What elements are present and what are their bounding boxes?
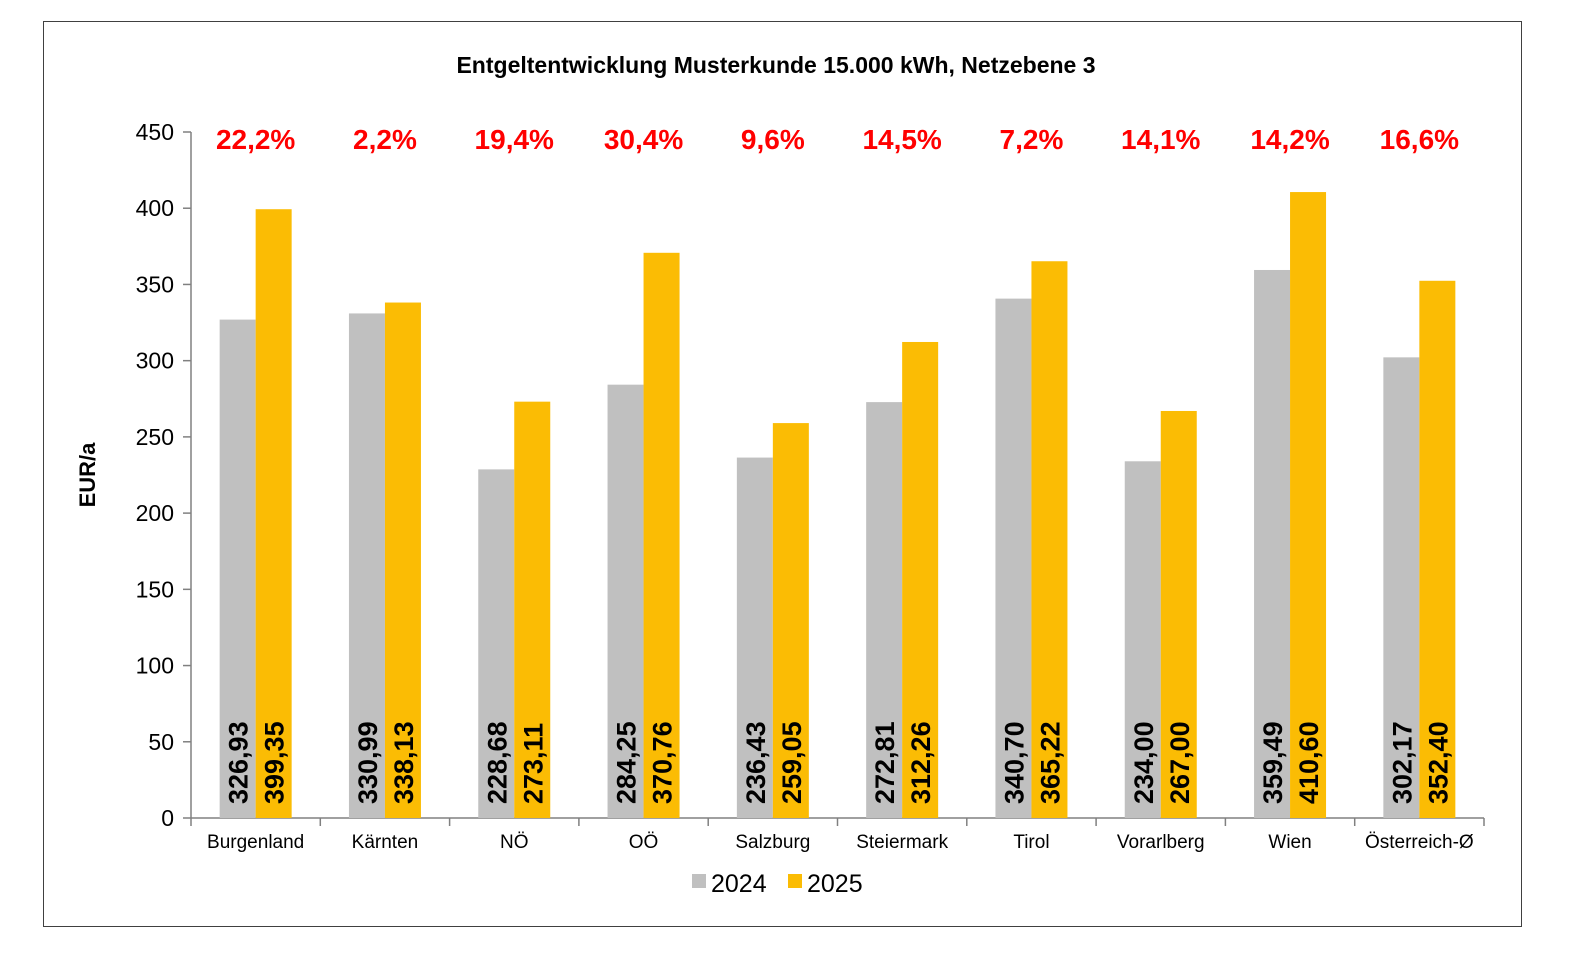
value-label-2024: 272,81 xyxy=(870,721,900,804)
value-label-2024: 330,99 xyxy=(353,721,383,804)
change-percentage-label: 19,4% xyxy=(475,124,554,155)
value-label-2025: 370,76 xyxy=(648,721,678,804)
bar-2024-1 xyxy=(348,313,385,818)
x-category-label: Tirol xyxy=(1013,832,1049,853)
x-category-label: Steiermark xyxy=(856,832,948,853)
y-tick-label: 200 xyxy=(136,500,174,526)
bar-chart: Entgeltentwicklung Musterkunde 15.000 kW… xyxy=(75,52,1485,898)
value-label-2025: 312,26 xyxy=(906,721,936,804)
legend-label-2025: 2025 xyxy=(807,870,863,898)
value-label-2025: 273,11 xyxy=(518,723,548,804)
bar-2025-8 xyxy=(1290,192,1327,818)
bar-2024-6 xyxy=(995,298,1032,818)
bar-2025-9 xyxy=(1419,280,1456,818)
bar-2024-8 xyxy=(1254,269,1291,818)
bar-2024-4 xyxy=(736,457,773,818)
chart-frame: Entgeltentwicklung Musterkunde 15.000 kW… xyxy=(43,21,1522,927)
y-tick-label: 50 xyxy=(148,729,174,755)
value-label-2025: 352,40 xyxy=(1423,721,1453,804)
y-tick-label: 400 xyxy=(136,195,174,221)
y-tick-label: 350 xyxy=(136,271,174,297)
legend-label-2024: 2024 xyxy=(711,870,767,898)
legend-swatch-2024 xyxy=(692,874,706,888)
bar-2025-2 xyxy=(514,401,551,818)
legend: 2024 2025 xyxy=(692,870,863,898)
change-percentage-label: 2,2% xyxy=(353,124,417,155)
value-label-2024: 234,00 xyxy=(1129,721,1159,804)
change-percentage-label: 9,6% xyxy=(741,124,805,155)
value-label-2024: 284,25 xyxy=(612,721,642,804)
y-tick-label: 150 xyxy=(136,576,174,602)
y-tick-label: 0 xyxy=(161,805,174,831)
bar-2024-2 xyxy=(478,469,515,818)
value-label-2024: 302,17 xyxy=(1387,721,1417,804)
x-category-label: Vorarlberg xyxy=(1117,832,1205,853)
bar-2025-1 xyxy=(384,302,421,818)
change-percentage-label: 22,2% xyxy=(216,124,295,155)
value-label-2025: 338,13 xyxy=(389,721,419,804)
y-axis-label: EUR/a xyxy=(75,442,100,508)
chart-title: Entgeltentwicklung Musterkunde 15.000 kW… xyxy=(456,52,1095,78)
x-category-label: OÖ xyxy=(629,832,659,853)
bar-2025-7 xyxy=(1160,410,1197,818)
bar-2024-5 xyxy=(866,402,903,818)
bar-2025-4 xyxy=(772,423,809,818)
value-label-2024: 359,49 xyxy=(1258,721,1288,804)
bar-2025-5 xyxy=(902,341,939,818)
bar-2025-6 xyxy=(1031,261,1068,818)
y-tick-label: 450 xyxy=(136,119,174,145)
value-label-2024: 236,43 xyxy=(741,721,771,804)
y-tick-label: 250 xyxy=(136,424,174,450)
change-percentage-label: 16,6% xyxy=(1380,124,1459,155)
x-category-label: Wien xyxy=(1268,832,1311,853)
x-category-label: Burgenland xyxy=(207,832,304,853)
x-category-label: Österreich-Ø xyxy=(1365,832,1474,853)
x-category-label: NÖ xyxy=(500,832,529,853)
bar-2025-3 xyxy=(643,252,680,818)
change-percentage-label: 30,4% xyxy=(604,124,683,155)
bar-2024-0 xyxy=(219,319,256,818)
value-label-2025: 267,00 xyxy=(1165,721,1195,804)
change-percentage-label: 14,1% xyxy=(1121,124,1200,155)
change-percentage-label: 14,5% xyxy=(862,124,941,155)
value-label-2025: 399,35 xyxy=(260,721,290,804)
value-label-2024: 340,70 xyxy=(999,721,1029,804)
change-percentage-label: 7,2% xyxy=(1000,124,1064,155)
y-tick-label: 100 xyxy=(136,653,174,679)
bar-2024-9 xyxy=(1383,357,1420,818)
value-label-2024: 326,93 xyxy=(224,721,254,804)
value-label-2024: 228,68 xyxy=(482,721,512,804)
change-percentage-label: 14,2% xyxy=(1250,124,1329,155)
x-category-label: Kärnten xyxy=(352,832,419,853)
value-label-2025: 259,05 xyxy=(777,721,807,804)
axes: 0 50 100 150 200 250 300 350 400 450 Burgenland Kär… xyxy=(136,119,1485,853)
legend-swatch-2025 xyxy=(788,874,802,888)
y-tick-label: 300 xyxy=(136,348,174,374)
bar-2025-0 xyxy=(255,209,292,818)
bar-2024-7 xyxy=(1124,461,1161,818)
value-label-2025: 365,22 xyxy=(1035,721,1065,804)
value-label-2025: 410,60 xyxy=(1294,721,1324,804)
x-category-label: Salzburg xyxy=(735,832,810,853)
bar-2024-3 xyxy=(607,384,644,818)
